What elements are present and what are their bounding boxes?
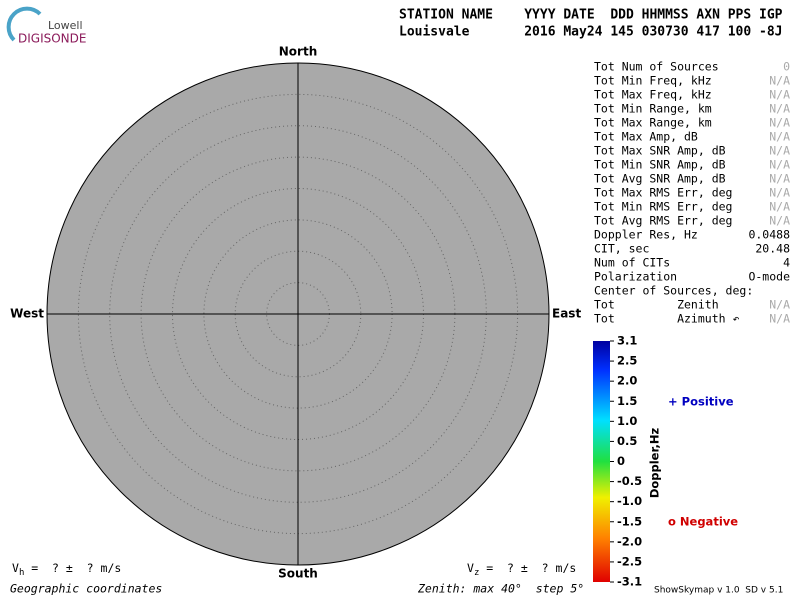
colorbar-title: Doppler,Hz <box>648 428 662 499</box>
vh-symbol: V <box>12 561 19 575</box>
stat-label: Tot Avg SNR Amp, dB <box>594 172 726 186</box>
stat-value: N/A <box>769 312 790 326</box>
vz-sub: z <box>474 568 479 578</box>
legend-positive: + Positive <box>668 395 734 409</box>
stat-value: N/A <box>769 158 790 172</box>
compass-label: South <box>278 567 318 581</box>
skymap <box>46 62 550 566</box>
colorbar-tick-label: 0.5 <box>617 434 637 448</box>
stat-label: Tot Min Freq, kHz <box>594 74 712 88</box>
compass-label: East <box>552 307 581 321</box>
stat-value: N/A <box>769 200 790 214</box>
header-line: STATION NAME YYYY DATE DDD HHMMSS AXN PP… <box>399 8 783 23</box>
stat-value: N/A <box>769 172 790 186</box>
stat-label: Num of CITs <box>594 256 670 270</box>
vh-sub: h <box>19 568 24 578</box>
stat-value: N/A <box>769 116 790 130</box>
colorbar-ticks: 3.1 2.5 2.0 1.5 1.0 0.5 0 -0.5 -1.0 -1.5 -2.0 -2.5 -… <box>610 334 642 589</box>
colorbar-tick-label: 3.1 <box>617 334 637 348</box>
colorbar-tick-label: 1.5 <box>617 394 637 408</box>
stat-label: Center of Sources, deg: <box>594 284 753 298</box>
stat-value: N/A <box>769 186 790 200</box>
compass-label: North <box>279 45 317 59</box>
colorbar-tick-label: -1.5 <box>617 514 642 528</box>
logo-bottom: DIGISONDE <box>18 32 86 46</box>
stat-label: Tot Avg RMS Err, deg <box>594 214 732 228</box>
vz-symbol: V <box>467 561 474 575</box>
vz-readout: Vz = ? ± ? m/s <box>467 561 576 578</box>
vz-text: = ? ± ? m/s <box>479 561 576 575</box>
header-line: Louisvale 2016 May24 145 030730 417 100 … <box>399 25 783 40</box>
stat-label: Tot Min Range, km <box>594 102 712 116</box>
stat-value: N/A <box>769 88 790 102</box>
legend-negative: o Negative <box>668 515 738 529</box>
stat-value: 0.0488 <box>748 228 790 242</box>
stat-label: Tot Min RMS Err, deg <box>594 200 732 214</box>
vh-text: = ? ± ? m/s <box>24 561 121 575</box>
colorbar-tick-label: 2.0 <box>617 374 637 388</box>
zenith-label: Zenith: max 40° step 5° <box>417 582 584 596</box>
stat-value: N/A <box>769 74 790 88</box>
colorbar-tick-label: 0 <box>617 454 625 468</box>
stat-value: N/A <box>769 298 790 312</box>
stat-value: O-mode <box>748 270 790 284</box>
stat-label: Polarization <box>594 270 677 284</box>
stat-value: N/A <box>769 144 790 158</box>
colorbar-tick-label: -1.0 <box>617 494 642 508</box>
stat-value: N/A <box>769 102 790 116</box>
stats-table: Tot Num of Sources 0 Tot Min Freq, kHz N/A T… <box>594 60 790 326</box>
colorbar-tick-label: 2.5 <box>617 354 637 368</box>
stat-label: Tot Zenith <box>594 298 719 312</box>
colorbar-tick-label: -2.0 <box>617 534 642 548</box>
colorbar-tick-label: 1.0 <box>617 414 637 428</box>
stat-label: Tot Max RMS Err, deg <box>594 186 732 200</box>
logo: Lowell DIGISONDE <box>6 6 86 46</box>
stat-value: N/A <box>769 214 790 228</box>
compass-label: West <box>10 307 44 321</box>
stat-value: 4 <box>783 256 790 270</box>
stat-value: 0 <box>783 60 790 74</box>
colorbar-tick-label: -0.5 <box>617 474 642 488</box>
stat-label: Tot Max Range, km <box>594 116 712 130</box>
colorbar-tick-label: -2.5 <box>617 554 642 568</box>
coords-label: Geographic coordinates <box>10 582 162 596</box>
stat-label: Tot Max SNR Amp, dB <box>594 144 726 158</box>
version-label: ShowSkymap v 1.0 SD v 5.1 <box>654 586 783 596</box>
stat-label: Tot Max Amp, dB <box>594 130 698 144</box>
stat-label: CIT, sec <box>594 242 649 256</box>
logo-top: Lowell <box>48 19 83 32</box>
stat-value: 20.48 <box>755 242 790 256</box>
stat-label: Tot Max Freq, kHz <box>594 88 712 102</box>
colorbar <box>593 341 610 582</box>
stat-label: Tot Min SNR Amp, dB <box>594 158 726 172</box>
stat-value: N/A <box>769 130 790 144</box>
stat-label: Tot Num of Sources <box>594 60 719 74</box>
stat-label: Tot Azimuth ↶ <box>594 312 739 326</box>
stat-label: Doppler Res, Hz <box>594 228 698 242</box>
colorbar-tick-label: -3.1 <box>617 575 642 589</box>
vh-readout: Vh = ? ± ? m/s <box>12 561 121 578</box>
